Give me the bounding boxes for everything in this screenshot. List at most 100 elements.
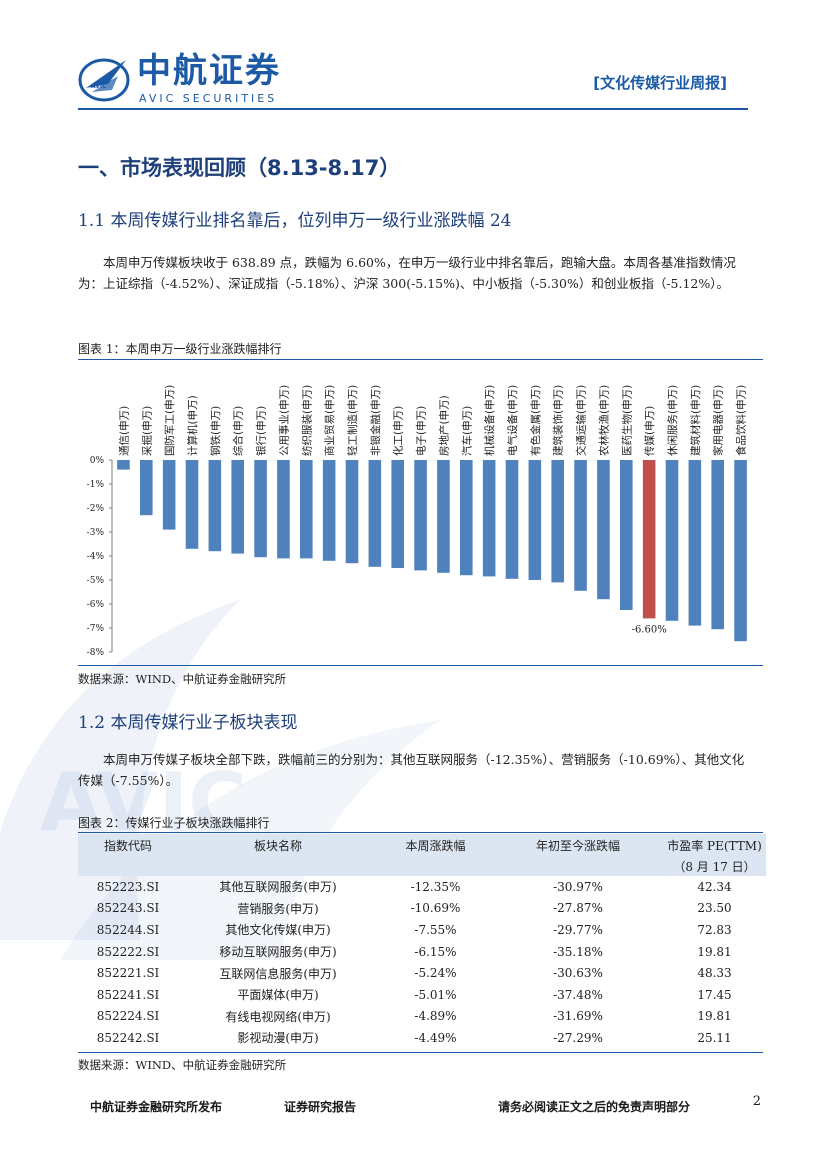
category-label: 轻工制造(申万) bbox=[346, 385, 359, 456]
category-label: 公用事业(申万) bbox=[277, 385, 290, 456]
cell-pe: 19.81 bbox=[697, 1009, 732, 1024]
cell-ytd: -31.69% bbox=[553, 1009, 603, 1024]
cell-ytd: -35.18% bbox=[553, 944, 603, 959]
y-tick-label: -3% bbox=[87, 528, 105, 538]
figure-2-title: 图表 2：传媒行业子板块涨跌幅排行 bbox=[78, 816, 270, 830]
cell-code: 852242.SI bbox=[96, 1030, 160, 1045]
table-row: 852221.SI 互联网信息服务(申万) -5.24% -30.63% 48.33 bbox=[78, 962, 766, 984]
bar bbox=[597, 460, 610, 600]
cell-code: 852223.SI bbox=[96, 879, 160, 894]
cell-ytd: -30.63% bbox=[553, 966, 603, 981]
col-header-pe: 市盈率 PE(TTM) bbox=[663, 834, 766, 856]
footer-report-kind: 证券研究报告 bbox=[284, 1100, 357, 1114]
cell-pe: 23.50 bbox=[697, 901, 732, 916]
cell-code: 852221.SI bbox=[96, 966, 160, 981]
y-tick-label: 0% bbox=[90, 456, 105, 466]
bar bbox=[254, 460, 267, 558]
paragraph-1: 本周申万传媒板块收于 638.89 点，跌幅为 6.60%，在申万一级行业中排名… bbox=[78, 255, 736, 291]
category-label: 商业贸易(申万) bbox=[323, 385, 336, 456]
cell-ytd: -37.48% bbox=[553, 987, 603, 1002]
bar bbox=[391, 460, 404, 568]
svg-text:AVIC: AVIC bbox=[91, 83, 107, 90]
cell-ytd: -29.77% bbox=[553, 922, 603, 937]
col-header-pe-date: （8 月 17 日） bbox=[663, 856, 766, 876]
bar bbox=[368, 460, 382, 567]
cell-pe: 48.33 bbox=[697, 966, 732, 981]
col-header-ytd: 年初至今涨跌幅 bbox=[493, 834, 663, 856]
paragraph-2: 本周申万传媒子板块全部下跌，跌幅前三的分别为：其他互联网服务（-12.35%）、… bbox=[78, 752, 745, 788]
page-header: AVIC 中航证券 AVIC SECURITIES [文化传媒行业周报] bbox=[0, 0, 827, 110]
cell-weekly: -5.01% bbox=[414, 987, 457, 1002]
bar bbox=[231, 460, 244, 554]
cell-pe: 42.34 bbox=[697, 879, 732, 894]
page-number: 2 bbox=[752, 1094, 761, 1109]
category-label: 电气设备(申万) bbox=[506, 385, 519, 456]
category-label: 化工(申万) bbox=[392, 406, 405, 456]
bar bbox=[140, 460, 153, 516]
table-row: 852243.SI 营销服务(申万) -10.69% -27.87% 23.50 bbox=[78, 898, 766, 920]
figure-1-title: 图表 1：本周申万一级行业涨跌幅排行 bbox=[78, 342, 282, 356]
bar bbox=[574, 460, 587, 591]
cell-code: 852244.SI bbox=[96, 922, 160, 937]
cell-code: 852224.SI bbox=[96, 1009, 160, 1024]
col-header-code: 指数代码 bbox=[78, 834, 178, 856]
table-row: 852223.SI 其他互联网服务(申万) -12.35% -30.97% 42.34 bbox=[78, 876, 766, 898]
bar bbox=[711, 460, 724, 630]
table-row: 852222.SI 移动互联网服务(申万) -6.15% -35.18% 19.81 bbox=[78, 941, 766, 963]
cell-pe: 72.83 bbox=[697, 922, 732, 937]
cell-pe: 17.45 bbox=[697, 987, 732, 1002]
cell-name: 营销服务(申万) bbox=[237, 901, 319, 916]
bar bbox=[551, 460, 564, 583]
bar bbox=[162, 460, 176, 530]
category-label: 交通运输(申万) bbox=[575, 385, 588, 456]
footer-disclaimer: 请务必阅读正文之后的免责声明部分 bbox=[498, 1100, 691, 1114]
table-row: 852224.SI 有线电视网络(申万) -4.89% -31.69% 19.81 bbox=[78, 1006, 766, 1028]
industry-ranking-chart: 0% -1% -2% -3% -4% -5% -6% -7% -8% 通信(申万) 采掘(申万) 国防… bbox=[87, 385, 748, 658]
cell-name: 移动互联网服务(申万) bbox=[219, 945, 337, 960]
bar bbox=[208, 460, 222, 552]
bar bbox=[345, 460, 359, 564]
category-label: 通信(申万) bbox=[117, 406, 130, 456]
category-label: 银行(申万) bbox=[255, 406, 268, 456]
bar bbox=[665, 460, 679, 621]
subsector-table: 指数代码 板块名称 本周涨跌幅 年初至今涨跌幅 市盈率 PE(TTM) （8 月… bbox=[78, 834, 766, 1049]
cell-weekly: -4.49% bbox=[414, 1030, 457, 1045]
category-label: 机械设备(申万) bbox=[483, 385, 496, 456]
bar bbox=[528, 460, 542, 580]
cell-name: 互联网信息服务(申万) bbox=[219, 966, 337, 981]
cell-pe: 25.11 bbox=[697, 1030, 732, 1045]
highlight-data-label: -6.60% bbox=[632, 624, 667, 635]
category-label: 家用电器(申万) bbox=[712, 385, 725, 456]
category-label: 非银金融(申万) bbox=[369, 385, 382, 456]
table-row: 852241.SI 平面媒体(申万) -5.01% -37.48% 17.45 bbox=[78, 984, 766, 1006]
cell-weekly: -12.35% bbox=[410, 879, 461, 894]
bar bbox=[277, 460, 290, 559]
col-header-weekly: 本周涨跌幅 bbox=[378, 834, 493, 856]
category-label: 计算机(申万) bbox=[186, 395, 199, 456]
figure-1-bottom-rule bbox=[78, 665, 763, 666]
category-label: 房地产(申万) bbox=[437, 395, 450, 456]
category-label: 传媒(申万) bbox=[643, 406, 656, 456]
category-label: 有色金属(申万) bbox=[529, 385, 542, 456]
category-label: 国防军工(申万) bbox=[163, 385, 176, 456]
bar bbox=[505, 460, 519, 579]
figure-1-top-rule bbox=[78, 359, 763, 360]
footer-publisher: 中航证券金融研究所发布 bbox=[90, 1100, 223, 1114]
subsection-title-1: 1.1 本周传媒行业排名靠后，位列申万一级行业涨跌幅 24 bbox=[78, 211, 512, 231]
category-label: 电子(申万) bbox=[415, 406, 428, 456]
y-tick-label: -4% bbox=[87, 552, 105, 562]
bar bbox=[482, 460, 496, 577]
cell-weekly: -4.89% bbox=[414, 1009, 457, 1024]
bar bbox=[688, 460, 702, 626]
cell-code: 852222.SI bbox=[96, 944, 160, 959]
table-row: 852242.SI 影视动漫(申万) -4.49% -27.29% 25.11 bbox=[78, 1027, 766, 1049]
cell-ytd: -30.97% bbox=[553, 879, 603, 894]
bar bbox=[414, 460, 427, 571]
section-title: 一、市场表现回顾（8.13-8.17） bbox=[78, 156, 401, 180]
category-label: 建筑材料(申万) bbox=[689, 385, 702, 456]
cell-weekly: -6.15% bbox=[414, 944, 457, 959]
cell-weekly: -5.24% bbox=[414, 966, 457, 981]
cell-name: 影视动漫(申万) bbox=[237, 1031, 319, 1046]
figure-2-top-rule bbox=[78, 832, 763, 833]
report-type-label: [文化传媒行业周报] bbox=[593, 74, 727, 92]
